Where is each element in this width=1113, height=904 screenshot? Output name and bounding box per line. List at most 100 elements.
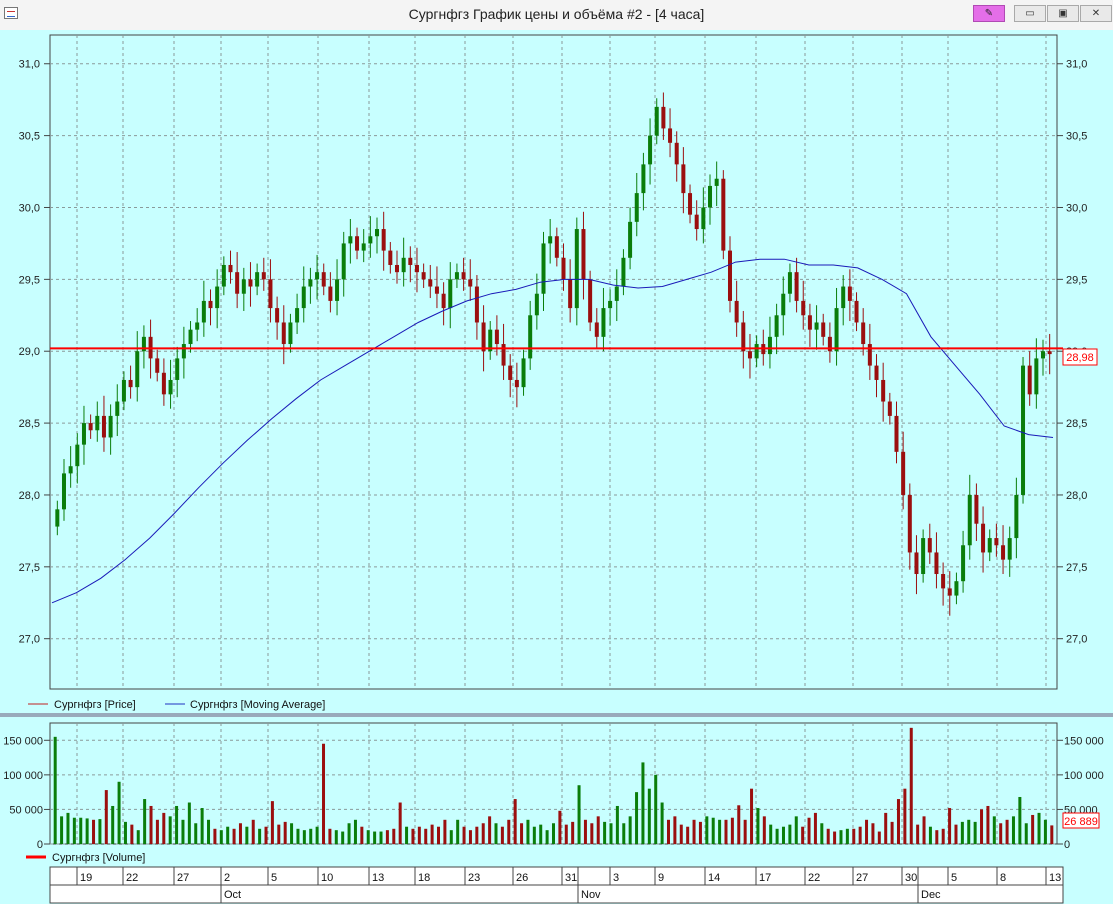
candle <box>321 263 326 296</box>
candle-body <box>634 193 639 222</box>
panel-splitter[interactable] <box>0 713 1113 717</box>
volume-bar <box>705 816 709 844</box>
candle-body <box>168 379 173 395</box>
candle <box>1047 333 1052 375</box>
volume-tick-label: 50 000 <box>9 804 43 816</box>
volume-bar <box>309 828 313 844</box>
candle <box>55 500 60 536</box>
candle <box>608 289 613 326</box>
candle <box>814 305 819 350</box>
candle-body <box>441 293 446 309</box>
candle <box>208 289 213 326</box>
volume-bar <box>845 828 849 844</box>
candle <box>821 313 826 346</box>
candle-body <box>228 264 233 273</box>
candle-body <box>1041 351 1046 359</box>
candle <box>295 293 300 334</box>
candle-body <box>275 308 280 323</box>
candle <box>614 269 619 322</box>
volume-bar <box>762 816 766 844</box>
candle <box>315 254 320 300</box>
candle-body <box>794 272 799 301</box>
candle <box>741 310 746 369</box>
candle <box>414 247 419 293</box>
price-tick-label: 31,0 <box>1066 59 1087 71</box>
candle-body <box>701 207 706 230</box>
close-button[interactable]: ✕ <box>1080 5 1112 22</box>
candle <box>528 300 533 370</box>
candle-body <box>1014 494 1019 539</box>
candle <box>701 187 706 244</box>
candle <box>974 483 979 541</box>
candle <box>1041 339 1046 376</box>
minimize-button[interactable]: ▭ <box>1014 5 1046 22</box>
candle-body <box>894 415 899 452</box>
volume-bar <box>92 819 96 844</box>
volume-bar <box>750 788 754 844</box>
volume-bar <box>980 809 984 844</box>
candle-body <box>61 473 66 510</box>
candle <box>368 216 373 258</box>
volume-bar <box>1024 823 1028 844</box>
candle-body <box>301 286 306 309</box>
candle <box>468 259 473 301</box>
volume-bar <box>398 802 402 844</box>
maximize-button[interactable]: ▣ <box>1047 5 1079 22</box>
candle <box>641 152 646 211</box>
candle <box>341 231 346 297</box>
candle-body <box>208 300 213 309</box>
candle <box>441 282 446 326</box>
candle <box>947 571 952 616</box>
candle-body <box>721 178 726 251</box>
candle-body <box>548 236 553 244</box>
price-tick-label: 27,5 <box>1066 562 1087 574</box>
volume-bar <box>443 819 447 844</box>
volume-bar <box>111 805 115 844</box>
candle <box>914 535 919 595</box>
minimize-icon: ▭ <box>1025 8 1035 19</box>
volume-bar <box>896 799 900 844</box>
candle-body <box>195 322 200 330</box>
candle-body <box>328 286 333 301</box>
candle-body <box>927 538 932 553</box>
candle-body <box>814 322 819 330</box>
volume-bar <box>635 792 639 844</box>
volume-bar <box>628 816 632 844</box>
day-label: 22 <box>126 872 138 884</box>
volume-bar <box>494 823 498 844</box>
volume-bar <box>175 805 179 844</box>
candle <box>521 349 526 396</box>
price-tick-label: 30,5 <box>1066 131 1087 143</box>
candle <box>61 459 66 521</box>
candle <box>388 241 393 274</box>
candle-body <box>101 415 106 438</box>
last-price-label: 28,98 <box>1066 352 1094 364</box>
candle-body <box>781 293 786 316</box>
volume-bar <box>149 805 153 844</box>
candle <box>454 263 459 288</box>
candle <box>335 259 340 316</box>
volume-bar <box>781 826 785 844</box>
volume-bar <box>666 819 670 844</box>
candle-body <box>1047 351 1052 355</box>
candle-body <box>135 351 140 388</box>
candle <box>481 305 486 372</box>
volume-bar <box>532 826 536 844</box>
candle-body <box>288 322 293 345</box>
candle-body <box>747 351 752 359</box>
candle-body <box>281 322 286 345</box>
volume-bar <box>769 824 773 844</box>
day-label: 10 <box>321 872 333 884</box>
candle <box>581 211 586 300</box>
candle <box>954 572 959 605</box>
candle <box>834 287 839 366</box>
candle <box>461 257 466 291</box>
candle-body <box>1007 538 1012 560</box>
volume-bar <box>813 812 817 844</box>
candle-body <box>1001 545 1006 560</box>
candle-body <box>754 344 759 359</box>
price-panel[interactable] <box>49 34 1058 690</box>
pin-button[interactable]: ✎ <box>973 5 1005 22</box>
candle-body <box>454 272 459 280</box>
